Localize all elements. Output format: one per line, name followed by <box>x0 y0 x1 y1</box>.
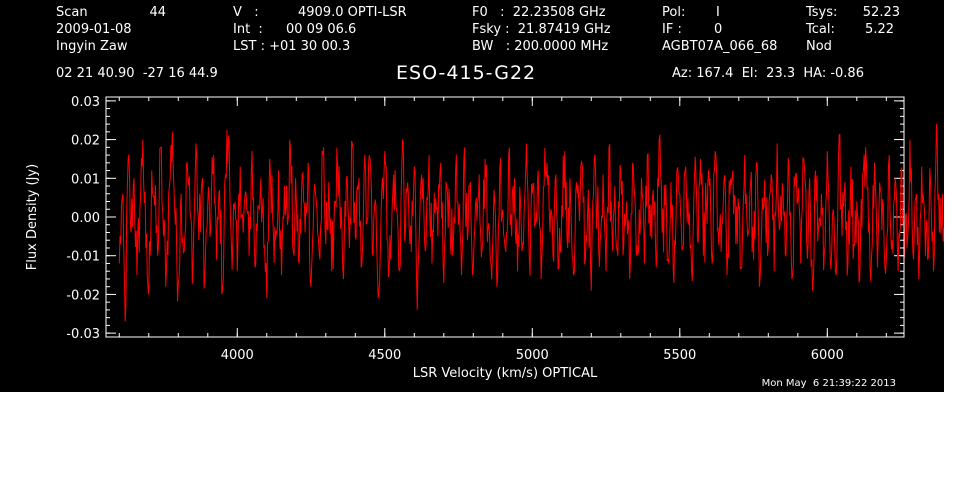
velocity-label: V : <box>233 5 259 20</box>
polarization-label: Pol: <box>662 5 686 20</box>
spectrum-panel: Scan 44 2009-01-08 Ingyin Zaw V : 4909.0… <box>0 0 944 392</box>
y-tick-label: -0.03 <box>66 327 100 342</box>
y-tick-label: -0.02 <box>66 288 100 303</box>
if-value: 0 <box>714 22 723 37</box>
x-tick-label: 4500 <box>368 348 401 363</box>
integration-value: 00 09 06.6 <box>286 22 357 37</box>
velocity-value: 4909.0 OPTI-LSR <box>298 5 407 20</box>
spectrum-trace <box>118 124 944 322</box>
bandwidth: BW : 200.0000 MHz <box>472 39 609 54</box>
if-label: IF : <box>662 22 682 37</box>
spectrum-chart: 4000 4500 5000 5500 6000 -0.03 -0.02 -0.01 0.00 0… <box>25 95 944 381</box>
y-axis-label: Flux Density (Jy) <box>25 164 40 270</box>
tsys-label: Tsys: <box>806 5 838 20</box>
project-id: AGBT07A_066_68 <box>662 39 778 54</box>
observer-name: Ingyin Zaw <box>56 39 128 54</box>
tcal-value: 5.22 <box>865 22 894 37</box>
timestamp: Mon May 6 21:39:22 2013 <box>761 378 896 389</box>
switching-mode: Nod <box>806 39 832 54</box>
plot-frame <box>105 96 905 338</box>
lst-value: LST : +01 30 00.3 <box>233 39 351 54</box>
y-tick-label: 0.02 <box>71 134 100 149</box>
sky-frequency: Fsky : 21.87419 GHz <box>472 22 611 37</box>
x-tick-label: 5000 <box>516 348 549 363</box>
x-axis-label: LSR Velocity (km/s) OPTICAL <box>413 366 598 381</box>
observation-date: 2009-01-08 <box>56 22 132 37</box>
y-tick-label: 0.03 <box>71 95 100 110</box>
x-tick-label: 6000 <box>811 348 844 363</box>
scan-number: 44 <box>149 5 166 20</box>
tsys-value: 52.23 <box>862 5 900 20</box>
rest-frequency: F0 : 22.23508 GHz <box>472 5 606 20</box>
source-name: ESO-415-G22 <box>396 62 537 84</box>
integration-label: Int : <box>233 22 263 37</box>
pointing-info: Az: 167.4 El: 23.3 HA: -0.86 <box>672 66 864 81</box>
y-tick-label: 0.01 <box>71 172 100 187</box>
x-tick-label: 5500 <box>663 348 696 363</box>
source-coordinates: 02 21 40.90 -27 16 44.9 <box>56 66 218 81</box>
tcal-label: Tcal: <box>806 22 835 37</box>
polarization-value: I <box>716 5 720 20</box>
scan-label: Scan <box>56 5 88 20</box>
y-tick-label: 0.00 <box>71 211 100 226</box>
y-tick-label: -0.01 <box>66 250 100 265</box>
x-tick-label: 4000 <box>221 348 254 363</box>
